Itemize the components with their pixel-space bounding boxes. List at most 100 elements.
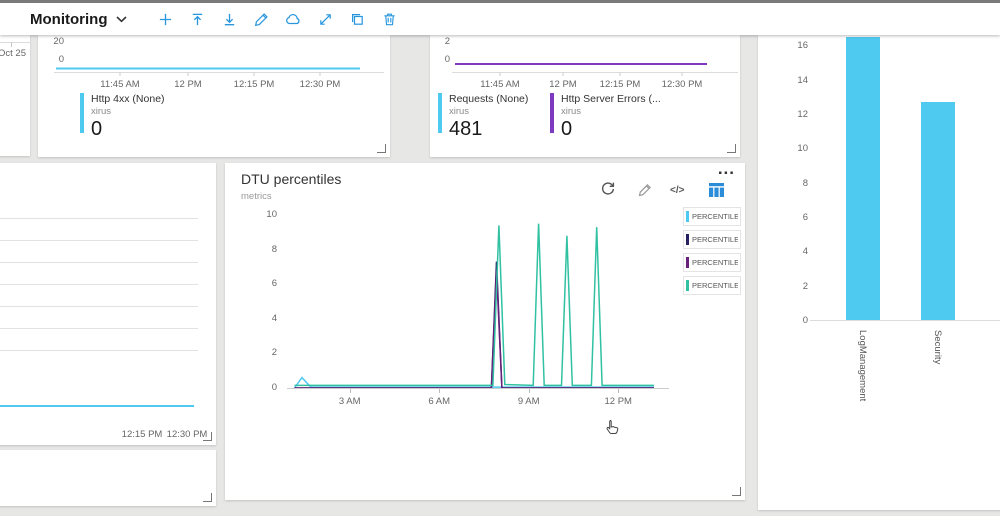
x-tick-label: 12:15 PM — [233, 79, 275, 90]
bars-y-tick-label: 12 — [797, 108, 808, 120]
bar-logmanagement[interactable] — [846, 36, 880, 320]
upload-button[interactable] — [181, 3, 213, 35]
metric-value: 0 — [561, 117, 573, 140]
tile-context-menu-button[interactable]: ... — [717, 159, 735, 178]
add-tile-button[interactable] — [149, 3, 181, 35]
requests-chart — [452, 63, 738, 76]
clone-button[interactable] — [341, 3, 373, 35]
x-tick-label: 12:15 PM — [121, 429, 163, 440]
refresh-icon — [601, 182, 615, 195]
x-tick-label: 12:15 PM — [599, 79, 641, 90]
x-axis-line — [287, 388, 669, 389]
legend-label: PERCENTILE_... — [692, 235, 738, 244]
dtu-y-tick-label: 6 — [271, 278, 277, 290]
legend-swatch-icon — [686, 211, 689, 222]
dashboard-title-dropdown[interactable]: Monitoring — [30, 11, 128, 28]
dtu-legend-item[interactable]: PERCENTILE_... — [683, 253, 741, 272]
dtu-x-tick-mark — [439, 389, 441, 393]
metric-name: Http 4xx (None) — [91, 93, 165, 105]
tile-resize-handle[interactable] — [203, 432, 212, 441]
dashboard-canvas: Oct 25 20 0 11:45 AM 12 PM 12:15 PM 12:3… — [0, 35, 1000, 516]
metric-value: 0 — [91, 117, 103, 140]
bar-category-label: Security — [932, 330, 943, 365]
legend-label: PERCENTILE_... — [692, 258, 738, 267]
dtu-x-tick-mark — [618, 389, 620, 393]
tile-resize-handle[interactable] — [377, 144, 386, 153]
x-tick-label: 12:30 PM — [166, 429, 208, 440]
window-top-edge — [0, 0, 1000, 3]
tile-resize-handle[interactable] — [203, 493, 212, 502]
axis-line — [0, 42, 30, 43]
tile-requests[interactable]: 2 0 11:45 AM 12 PM 12:15 PM 12:30 PM Req… — [430, 35, 740, 157]
dtu-legend-item[interactable]: PERCENTILE_... — [683, 230, 741, 249]
legend-swatch-icon — [686, 257, 689, 268]
tile-cropped-chart[interactable]: Oct 25 — [0, 35, 30, 156]
grid-view-button[interactable] — [709, 183, 724, 202]
publish-button[interactable] — [277, 3, 309, 35]
legend-swatch-icon — [686, 234, 689, 245]
bars-y-tick-label: 0 — [802, 315, 808, 326]
metric-legend[interactable]: Http 4xx (None) xirus 0 — [80, 93, 165, 139]
x-axis-date-label: Oct 25 — [0, 48, 26, 59]
dtu-legend-item[interactable]: PERCENTILE_... — [683, 276, 741, 295]
dtu-x-tick-label: 12 PM — [604, 396, 632, 407]
list-row-divider — [0, 306, 198, 307]
dtu-x-tick-label: 6 AM — [428, 396, 451, 407]
chart-subtitle: metrics — [241, 191, 272, 202]
upload-icon — [192, 13, 203, 25]
x-tick-label: 11:45 AM — [100, 79, 140, 90]
tile-cropped-list[interactable]: 12:15 PM 12:30 PM — [0, 163, 216, 445]
metric-legend[interactable]: Http Server Errors (... xirus 0 — [550, 93, 661, 139]
legend-label: PERCENTILE_... — [692, 212, 738, 221]
tile-bar-chart[interactable]: LogManagement Security 16 14 12 10 8 6 4 2 0 — [758, 35, 1000, 510]
x-tick-label: 12:30 PM — [661, 79, 703, 90]
metric-name: Http Server Errors (... — [561, 93, 661, 105]
axis-tick-mark — [11, 42, 12, 47]
metric-resource: xirus — [561, 105, 582, 117]
tile-resize-handle[interactable] — [732, 487, 741, 496]
metric-name: Requests (None) — [449, 93, 529, 105]
toolbar-button-row — [149, 3, 405, 35]
tile-http-4xx[interactable]: 20 0 11:45 AM 12 PM 12:15 PM 12:30 PM Ht… — [38, 35, 390, 157]
chevron-down-icon — [116, 15, 128, 22]
bars-y-tick-label: 2 — [802, 280, 808, 292]
legend-color-bar — [80, 93, 84, 133]
legend-swatch-icon — [686, 280, 689, 291]
metric-resource: xirus — [449, 105, 470, 117]
x-tick-label: 12:30 PM — [299, 79, 341, 90]
refresh-button[interactable] — [600, 181, 616, 202]
chart-title: DTU percentiles — [241, 171, 342, 187]
dtu-chart-plot — [293, 223, 654, 388]
dtu-series-line — [293, 376, 654, 388]
code-view-button[interactable]: </> — [670, 185, 685, 196]
list-row-divider — [0, 284, 198, 285]
download-button[interactable] — [213, 3, 245, 35]
plus-icon — [159, 13, 172, 25]
cloud-icon — [286, 13, 301, 24]
dtu-legend-item[interactable]: PERCENTILE_... — [683, 207, 741, 226]
bar-security[interactable] — [921, 102, 955, 320]
legend-color-bar — [438, 93, 442, 133]
dtu-y-tick-label: 0 — [271, 382, 277, 393]
list-row-divider — [0, 240, 198, 241]
bars-y-tick-label: 10 — [797, 143, 808, 155]
tile-cropped-bottom[interactable] — [0, 450, 216, 506]
tile-dtu-percentiles[interactable]: DTU percentiles metrics ... </> PERCENTI… — [225, 159, 745, 500]
edit-chart-button[interactable] — [638, 183, 652, 202]
list-row-divider — [0, 262, 198, 263]
x-tick-label: 12 PM — [174, 79, 202, 90]
delete-button[interactable] — [373, 3, 405, 35]
bars-y-tick-label: 16 — [797, 40, 808, 52]
chart-legend: PERCENTILE_... PERCENTILE_... PERCENTILE_.… — [683, 207, 741, 299]
dtu-series-line — [294, 261, 654, 388]
tile-resize-handle[interactable] — [727, 144, 736, 153]
dtu-series-line — [294, 223, 654, 387]
list-row-divider — [0, 328, 198, 329]
metric-legend[interactable]: Requests (None) xirus 481 — [438, 93, 528, 139]
fullscreen-button[interactable] — [309, 3, 341, 35]
x-tick-label: 11:45 AM — [480, 79, 520, 90]
edit-dashboard-button[interactable] — [245, 3, 277, 35]
metric-value: 481 — [449, 117, 483, 140]
dtu-y-tick-label: 10 — [266, 209, 277, 220]
bars-y-tick-label: 6 — [802, 211, 808, 223]
